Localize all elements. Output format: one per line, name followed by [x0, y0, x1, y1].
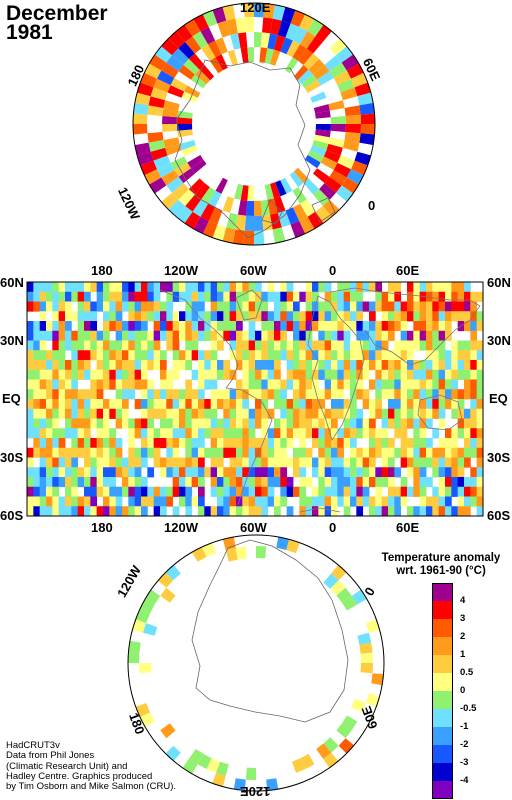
lon-top-180: 180 [91, 263, 113, 278]
lon-bottom-60e: 60E [396, 520, 420, 535]
legend-swatch [432, 673, 453, 692]
global-map-frame [26, 281, 484, 517]
legend-color-bar [432, 583, 453, 799]
credit-line-5: by Tim Osborn and Mike Salmon (CRU). [6, 781, 176, 793]
lat-left-60n: 60N [0, 275, 24, 290]
south-polar-grid-cells [128, 536, 384, 791]
lat-left-30n: 30N [0, 333, 24, 348]
lon-bottom-0: 0 [329, 520, 337, 535]
legend-tick-label: 3 [460, 613, 466, 624]
global-grid-cells [27, 282, 483, 516]
legend-swatch [432, 709, 453, 728]
lat-left-eq: EQ [2, 391, 21, 406]
legend-swatch [432, 763, 453, 782]
global-coastlines [159, 287, 481, 513]
legend-swatch [432, 637, 453, 656]
credit-line-4: Hadley Centre. Graphics produced [6, 770, 153, 782]
south-polar-map [127, 534, 385, 792]
legend-tick-label: -0.5 [460, 703, 477, 714]
legend-tick-label: -1 [460, 721, 469, 732]
legend-tick-label: -4 [460, 775, 469, 786]
legend-tick-label: 0 [460, 685, 466, 696]
legend-tick-label: -2 [460, 739, 469, 750]
credits: HadCRUT3v Data from Phil Jones (Climatic… [6, 740, 176, 793]
global-map [26, 281, 484, 517]
lon-bottom-120w: 120W [164, 520, 198, 535]
south-polar-coastlines [191, 539, 349, 723]
lat-left-30s: 30S [0, 450, 24, 465]
lat-right-30s: 30S [487, 450, 511, 465]
legend-swatch [432, 781, 453, 799]
north-polar-map [132, 2, 376, 246]
north-polar-coastlines [174, 59, 336, 239]
lat-right-60s: 60S [487, 508, 511, 523]
lat-right-eq: EQ [489, 391, 508, 406]
south-polar-outline [127, 534, 385, 792]
lon-bottom-180: 180 [91, 520, 113, 535]
title-month: December [6, 2, 108, 25]
legend-swatch [432, 727, 453, 746]
legend-swatch [432, 655, 453, 674]
north-polar-label-0: 0 [368, 198, 376, 213]
legend-tick-label: -3 [460, 757, 469, 768]
title-year: 1981 [6, 21, 53, 44]
legend-tick-label: 1 [460, 649, 466, 660]
legend-tick-label: 0.5 [460, 667, 474, 678]
legend-swatch [432, 745, 453, 764]
lon-top-60e: 60E [396, 263, 420, 278]
north-polar-label-120e: 120E [240, 0, 271, 15]
legend-swatch [432, 619, 453, 638]
south-polar-label-120e: 120E [240, 784, 271, 799]
legend-title-line2: wrt. 1961-90 (°C) [396, 565, 486, 577]
lat-right-30n: 30N [487, 333, 511, 348]
north-polar-grid-cells [133, 3, 375, 245]
credit-line-3: (Climatic Research Unit) and [6, 760, 128, 772]
lon-bottom-60w: 60W [240, 520, 267, 535]
lon-top-60w: 60W [240, 263, 267, 278]
lon-top-120w: 120W [164, 263, 198, 278]
map-title: December 1981 [6, 2, 108, 44]
north-polar-outline [132, 2, 376, 246]
lat-right-60n: 60N [487, 275, 511, 290]
credit-line-1: HadCRUT3v [6, 740, 60, 751]
lat-left-60s: 60S [0, 508, 24, 523]
legend-title-line1: Temperature anomaly [381, 552, 501, 564]
legend-swatch [432, 583, 453, 602]
legend-tick-label: 4 [460, 595, 466, 606]
legend-title: Temperature anomaly wrt. 1961-90 (°C) [370, 552, 512, 578]
legend-swatch [432, 601, 453, 620]
legend-swatch [432, 691, 453, 710]
lon-top-0: 0 [329, 263, 337, 278]
legend-tick-label: 2 [460, 631, 466, 642]
credit-line-2: Data from Phil Jones [6, 750, 95, 762]
